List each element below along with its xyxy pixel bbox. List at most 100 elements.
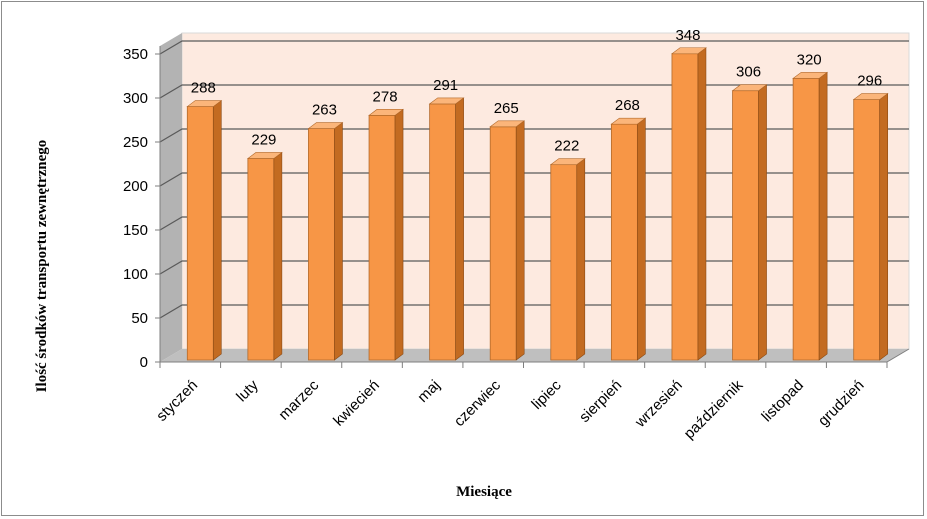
bar bbox=[246, 151, 283, 361]
x-tick-label: grudzień bbox=[815, 377, 868, 430]
x-tick-label: styczeń bbox=[153, 377, 201, 425]
bar bbox=[792, 71, 829, 361]
bar bbox=[731, 84, 768, 361]
y-axis-title: Ilość środków transportu zewnętrznego bbox=[34, 140, 50, 393]
bar bbox=[368, 108, 404, 361]
bar-front-face bbox=[247, 158, 275, 361]
bar-side-face bbox=[576, 158, 586, 361]
x-tick-label: marzec bbox=[275, 376, 322, 423]
data-label: 222 bbox=[554, 138, 579, 155]
x-tick-label: wrzesień bbox=[631, 377, 686, 432]
bar-side-face bbox=[697, 47, 707, 361]
data-label: 320 bbox=[797, 51, 822, 68]
gridlines bbox=[159, 40, 909, 319]
bars bbox=[186, 47, 889, 361]
bar-side-face bbox=[212, 99, 222, 361]
bar-top-face bbox=[549, 158, 586, 165]
bar-top-face bbox=[368, 109, 404, 116]
y-axis: 0 50 100 150 200 250 300 350 bbox=[123, 46, 161, 371]
gridline bbox=[159, 40, 909, 55]
y-tick-label: 200 bbox=[123, 178, 148, 195]
gridline bbox=[159, 84, 909, 99]
y-tick-label: 150 bbox=[123, 222, 148, 239]
data-label: 296 bbox=[857, 73, 882, 90]
y-tick-label: 250 bbox=[123, 134, 148, 151]
bar-front-face bbox=[550, 164, 578, 361]
bar-side-face bbox=[273, 151, 283, 361]
bar bbox=[852, 92, 889, 361]
bar-top-face bbox=[731, 84, 768, 92]
gridline bbox=[159, 216, 909, 231]
x-tick-label: maj bbox=[414, 377, 443, 406]
gridline bbox=[159, 172, 909, 187]
bar-front-face bbox=[792, 78, 820, 361]
data-label: 263 bbox=[312, 102, 337, 119]
y-tick-label: 0 bbox=[140, 354, 148, 371]
bar-side-face bbox=[758, 84, 767, 361]
bar-side-face bbox=[515, 120, 525, 361]
x-tick-label: sierpień bbox=[576, 377, 625, 426]
bar-front-face bbox=[368, 114, 396, 361]
bar-front-face bbox=[429, 103, 457, 361]
bar bbox=[428, 97, 465, 361]
y-tick-label: 300 bbox=[123, 90, 148, 107]
bar-side-face bbox=[637, 117, 646, 361]
bar-top-face bbox=[307, 122, 344, 129]
bar-front-face bbox=[732, 90, 759, 361]
x-tick-label: czerwiec bbox=[451, 376, 505, 430]
bar-front-face bbox=[610, 123, 638, 361]
y-tick-label: 100 bbox=[123, 266, 148, 283]
x-tick-label: luty bbox=[233, 376, 262, 405]
data-label: 265 bbox=[494, 100, 519, 117]
gridline bbox=[159, 260, 909, 275]
bar-front-face bbox=[489, 126, 517, 361]
x-tick-label: listopad bbox=[758, 377, 807, 426]
gridline bbox=[159, 128, 909, 143]
bar-front-face bbox=[671, 53, 699, 361]
bar-side-face bbox=[455, 97, 464, 361]
bar bbox=[549, 158, 586, 361]
x-tick-label: kwiecień bbox=[330, 377, 383, 430]
bar-top-face bbox=[852, 93, 889, 100]
bar-side-face bbox=[394, 108, 404, 361]
bar-top-face bbox=[489, 120, 526, 128]
bar bbox=[489, 120, 526, 361]
x-axis: styczeń luty marzec kwiecień maj czerwiec lipi… bbox=[153, 348, 910, 442]
bar bbox=[671, 47, 707, 361]
side-wall bbox=[160, 33, 182, 362]
gridline bbox=[159, 304, 909, 319]
bar-top-face bbox=[428, 97, 465, 105]
chart-walls bbox=[160, 32, 910, 362]
bar-side-face bbox=[879, 92, 889, 361]
bar-front-face bbox=[186, 106, 214, 361]
data-label: 306 bbox=[736, 64, 761, 81]
data-label: 278 bbox=[373, 88, 398, 105]
data-label: 268 bbox=[615, 97, 640, 114]
data-label: 348 bbox=[675, 27, 700, 44]
bar-top-face bbox=[246, 152, 283, 159]
data-label: 229 bbox=[251, 131, 276, 148]
x-axis-depth-line bbox=[886, 348, 910, 363]
data-label: 291 bbox=[433, 77, 458, 94]
bar-top-face bbox=[792, 72, 829, 79]
bar-front-face bbox=[853, 99, 881, 361]
bar-front-face bbox=[308, 128, 335, 361]
y-tick-label: 350 bbox=[123, 46, 148, 63]
data-label: 288 bbox=[191, 80, 216, 97]
bar-side-face bbox=[818, 71, 828, 361]
x-axis-title: Miesiące bbox=[456, 484, 512, 500]
bar bbox=[307, 121, 344, 361]
bar-side-face bbox=[334, 121, 343, 361]
bar bbox=[610, 117, 647, 361]
bar-top-face bbox=[610, 117, 647, 125]
bar-top-face bbox=[671, 47, 707, 55]
data-labels: 288 229 263 278 291 265 222 268 348 306 320 296 bbox=[191, 27, 882, 155]
x-tick-label: październik bbox=[681, 376, 747, 442]
floor bbox=[160, 349, 909, 362]
x-tick-label: lipiec bbox=[528, 376, 565, 413]
bar-top-face bbox=[186, 100, 223, 107]
y-tick-label: 50 bbox=[131, 310, 148, 327]
bar bbox=[186, 99, 223, 361]
